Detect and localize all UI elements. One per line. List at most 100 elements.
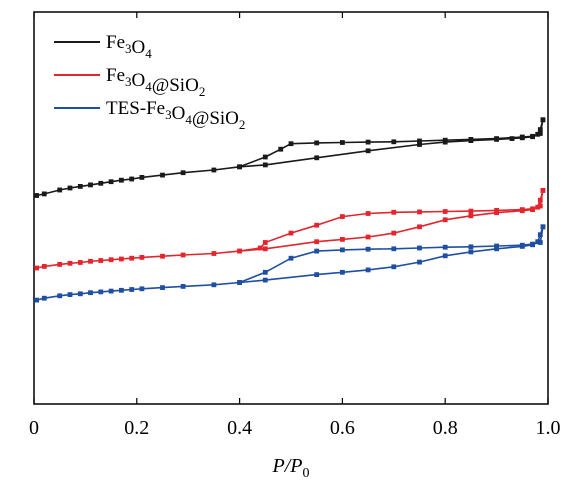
data-point (530, 206, 535, 212)
data-point (494, 208, 499, 213)
data-point (417, 138, 422, 144)
x-tick-label: 0 (29, 417, 39, 439)
data-point (442, 137, 448, 143)
x-axis: 0 0.2 0.4 0.6 0.8 1.0 (29, 12, 561, 439)
data-point (540, 117, 546, 123)
legend-label: Fe3O4@SiO2 (106, 65, 205, 99)
data-point (119, 256, 124, 262)
data-point (391, 246, 397, 252)
data-point (340, 140, 345, 145)
data-point (57, 187, 63, 193)
data-point (340, 247, 345, 253)
legend-item: Fe3O4 (54, 32, 152, 61)
data-point (108, 288, 114, 294)
data-point (237, 248, 242, 254)
data-point (314, 272, 320, 277)
data-point (34, 297, 39, 303)
data-point (365, 267, 371, 273)
data-point (365, 211, 371, 216)
data-point (41, 264, 47, 269)
data-point (160, 172, 165, 178)
data-point (88, 258, 93, 264)
data-point (537, 131, 543, 136)
data-point (314, 222, 320, 228)
data-point (34, 265, 39, 271)
data-point (57, 293, 63, 299)
data-point (468, 213, 474, 219)
data-point (391, 230, 397, 236)
data-point (262, 154, 268, 160)
data-point (468, 249, 474, 255)
series-1 (34, 188, 546, 271)
x-tick-label: 0.6 (330, 417, 355, 439)
data-point (237, 164, 242, 170)
series-line-adsorption (36, 119, 544, 197)
data-point (519, 242, 525, 248)
data-point (537, 240, 543, 245)
data-point (365, 234, 371, 240)
data-point (314, 248, 320, 254)
data-point (262, 240, 268, 245)
series-layer (34, 117, 546, 303)
data-point (139, 286, 145, 292)
data-point (160, 253, 165, 259)
data-point (288, 141, 294, 147)
plot-frame (33, 11, 549, 405)
data-point (537, 197, 543, 203)
data-point (288, 255, 294, 261)
data-point (340, 214, 345, 219)
data-point (468, 244, 474, 250)
data-point (211, 282, 217, 288)
data-point (417, 209, 422, 215)
series-0 (34, 117, 546, 198)
data-point (519, 134, 525, 140)
data-point (530, 133, 535, 139)
data-point (139, 255, 145, 260)
data-point (77, 260, 83, 265)
data-point (77, 184, 83, 189)
data-point (365, 148, 371, 154)
data-point (57, 262, 63, 267)
data-point (314, 155, 320, 161)
data-point (129, 287, 135, 292)
data-point (442, 244, 448, 250)
data-point (417, 224, 422, 230)
data-point (98, 258, 104, 263)
data-point (535, 239, 541, 245)
data-point (540, 188, 546, 193)
data-point (180, 170, 186, 176)
data-point (262, 162, 268, 168)
x-tick-label: 0.4 (227, 417, 252, 439)
data-point (314, 239, 320, 245)
data-point (417, 259, 422, 265)
data-point (129, 255, 135, 261)
data-point (537, 232, 543, 238)
x-tick-label: 0.2 (124, 417, 149, 439)
data-point (180, 252, 186, 258)
legend-label: TES-Fe3O4@SiO2 (106, 98, 245, 132)
legend-item: TES-Fe3O4@SiO2 (54, 98, 245, 132)
x-tick-label: 0.8 (433, 417, 458, 439)
data-point (391, 139, 397, 145)
data-point (519, 207, 525, 212)
data-point (237, 280, 242, 285)
data-point (41, 295, 47, 301)
data-point (494, 246, 499, 252)
data-point (537, 203, 543, 209)
data-point (108, 179, 114, 185)
data-point (98, 289, 104, 295)
data-point (442, 209, 448, 214)
data-point (211, 251, 217, 256)
data-point (119, 177, 124, 183)
data-point (365, 246, 371, 252)
data-point (288, 230, 294, 236)
data-point (77, 291, 83, 297)
data-point (88, 290, 93, 296)
legend-label: Fe3O4 (106, 32, 152, 61)
data-point (391, 209, 397, 215)
data-point (340, 237, 345, 242)
data-point (108, 257, 114, 263)
data-point (67, 260, 73, 266)
